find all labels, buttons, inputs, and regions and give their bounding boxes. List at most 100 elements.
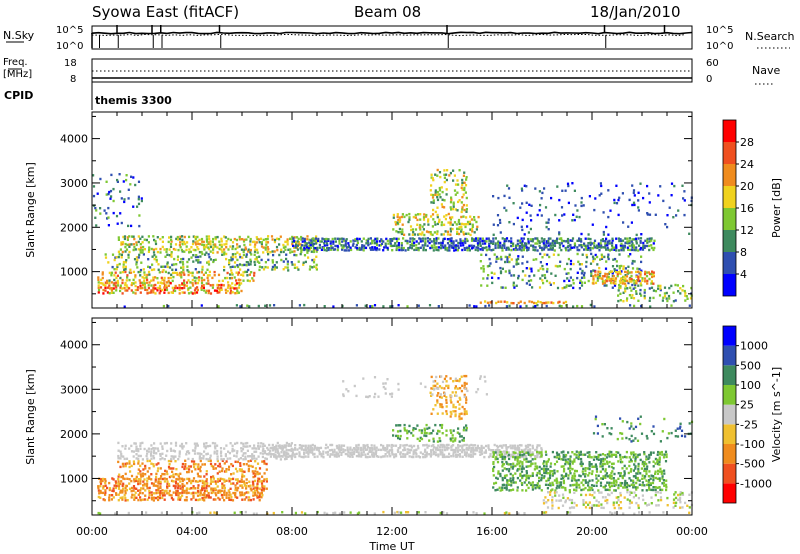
scatter-cell xyxy=(562,450,565,453)
scatter-cell xyxy=(140,197,143,200)
scatter-cell xyxy=(108,292,111,295)
scatter-cell xyxy=(391,448,394,452)
scatter-cell xyxy=(505,448,508,451)
scatter-cell xyxy=(528,481,531,484)
scatter-cell xyxy=(423,427,426,430)
scatter-cell xyxy=(141,498,144,501)
scatter-cell xyxy=(460,215,463,219)
scatter-cell xyxy=(326,246,329,250)
scatter-cell xyxy=(236,496,239,499)
scatter-cell xyxy=(241,470,244,473)
scatter-cell xyxy=(235,287,238,290)
scatter-cell xyxy=(591,247,594,250)
scatter-cell xyxy=(104,484,107,487)
scatter-cell xyxy=(510,274,513,277)
scatter-cell xyxy=(152,291,155,294)
scatter-cell xyxy=(601,468,604,471)
scatter-cell xyxy=(124,486,127,490)
scatter-cell xyxy=(355,304,358,307)
scatter-cell xyxy=(148,496,151,499)
scatter-cell xyxy=(120,452,123,456)
scatter-cell xyxy=(521,483,524,486)
scatter-cell xyxy=(181,238,184,242)
scatter-cell xyxy=(462,448,466,452)
scatter-cell xyxy=(612,462,615,465)
scatter-cell xyxy=(237,273,240,276)
scatter-cell xyxy=(366,452,370,456)
scatter-cell xyxy=(652,273,655,276)
scatter-cell xyxy=(190,246,193,249)
scatter-cell xyxy=(152,455,155,458)
scatter-cell xyxy=(383,446,386,450)
scatter-cell xyxy=(242,253,245,257)
scatter-cell xyxy=(253,263,257,266)
scatter-cell xyxy=(347,450,350,454)
scatter-cell xyxy=(534,457,537,461)
scatter-cell xyxy=(172,263,175,266)
scatter-cell xyxy=(108,281,111,285)
scatter-cell xyxy=(191,278,194,282)
scatter-cell xyxy=(514,451,517,454)
scatter-cell xyxy=(456,387,459,390)
scatter-cell xyxy=(346,453,349,456)
scatter-cell xyxy=(603,279,606,283)
scatter-cell xyxy=(406,451,409,454)
scatter-cell xyxy=(631,248,634,252)
scatter-cell xyxy=(240,248,243,251)
scatter-cell xyxy=(637,249,640,252)
scatter-cell xyxy=(546,253,549,257)
scatter-cell xyxy=(576,304,579,308)
scatter-cell xyxy=(425,451,428,454)
scatter-cell xyxy=(436,222,439,226)
scatter-cell xyxy=(499,472,502,476)
scatter-cell xyxy=(121,287,124,290)
scatter-cell xyxy=(174,284,177,288)
scatter-cell xyxy=(234,493,237,497)
scatter-cell xyxy=(117,478,120,481)
scatter-cell xyxy=(588,486,591,489)
scatter-cell xyxy=(257,455,260,458)
scatter-cell xyxy=(205,457,208,461)
scatter-cell xyxy=(109,197,112,200)
scatter-cell xyxy=(369,248,373,251)
scatter-cell xyxy=(239,278,242,282)
scatter-cell xyxy=(572,213,575,216)
scatter-cell xyxy=(122,263,125,266)
scatter-cell xyxy=(584,244,587,247)
scatter-cell xyxy=(573,189,576,192)
scatter-cell xyxy=(113,274,116,277)
scatter-cell xyxy=(646,279,649,283)
scatter-cell xyxy=(236,450,239,453)
scatter-cell xyxy=(161,270,164,274)
scatter-cell xyxy=(400,242,403,245)
scatter-cell xyxy=(226,276,229,280)
scatter-cell xyxy=(538,455,541,459)
scatter-cell xyxy=(507,463,510,466)
scatter-cell xyxy=(562,455,565,459)
scatter-cell xyxy=(462,193,465,196)
scatter-cell xyxy=(192,254,195,257)
scatter-cell xyxy=(547,221,550,224)
scatter-cell xyxy=(613,284,617,287)
scatter-cell xyxy=(115,482,118,485)
scatter-cell xyxy=(183,273,186,276)
scatter-cell xyxy=(567,474,570,477)
scatter-cell xyxy=(485,240,488,243)
scatter-cell xyxy=(396,213,399,216)
scatter-cell xyxy=(542,467,546,471)
scatter-cell xyxy=(415,455,418,458)
scatter-cell xyxy=(410,455,413,459)
scatter-cell xyxy=(214,467,217,470)
scatter-cell xyxy=(125,488,128,492)
scatter-cell xyxy=(159,237,162,241)
scatter-cell xyxy=(553,479,556,482)
scatter-cell xyxy=(174,286,177,290)
scatter-cell xyxy=(452,203,455,206)
scatter-cell xyxy=(401,248,405,252)
scatter-cell xyxy=(408,444,411,448)
scatter-cell xyxy=(308,241,311,244)
scatter-cell xyxy=(628,277,631,281)
scatter-cell xyxy=(459,241,462,245)
scatter-cell xyxy=(295,254,298,257)
scatter-cell xyxy=(125,484,128,488)
